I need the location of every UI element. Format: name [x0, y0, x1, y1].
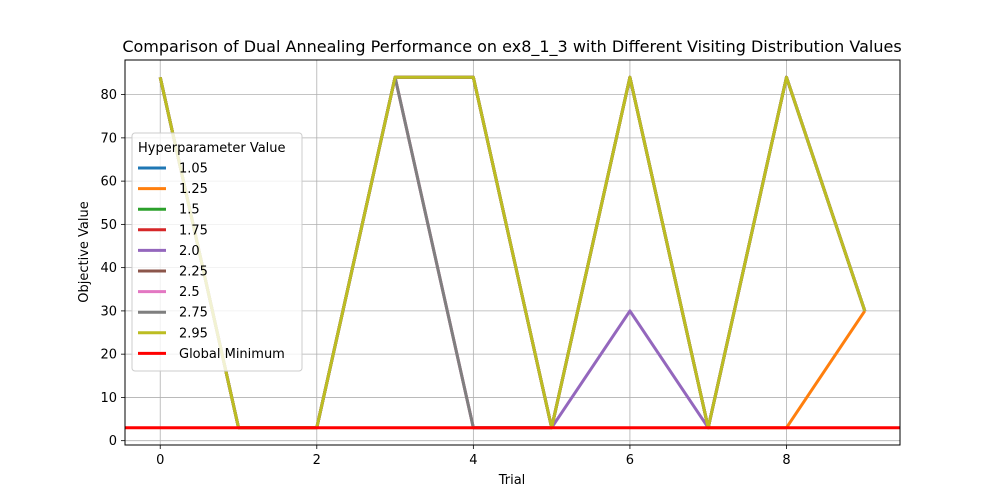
legend-items: 1.05 1.25 1.5 1.75 2.0 2.25 2.5 2.75 2.95 Global …: [138, 162, 285, 362]
legend-label: Global Minimum: [179, 347, 285, 362]
x-axis-ticks: 0 2 4 6 8: [156, 445, 791, 468]
chart-title: Comparison of Dual Annealing Performance…: [122, 37, 901, 57]
x-tick-label: 6: [626, 453, 634, 468]
y-tick-label: 70: [100, 131, 117, 146]
legend-item-1.75: 1.75: [138, 223, 208, 238]
legend-title: Hyperparameter Value: [138, 141, 286, 156]
y-tick-label: 20: [100, 348, 117, 363]
legend-box: [131, 132, 303, 372]
y-tick-label: 60: [100, 175, 117, 190]
legend-label: 1.05: [179, 162, 208, 177]
legend-label: 2.95: [179, 326, 208, 341]
legend-label: 2.75: [179, 306, 208, 321]
y-tick-label: 80: [100, 88, 117, 103]
y-axis-label: Objective Value: [77, 201, 92, 302]
x-tick-label: 2: [313, 453, 321, 468]
legend-item-2.5: 2.5: [138, 285, 200, 300]
x-tick-label: 8: [782, 453, 790, 468]
x-axis-label: Trial: [498, 473, 526, 488]
y-axis-ticks: 0 10 20 30 40 50 60 70 80: [100, 88, 125, 449]
plot-frame: [124, 59, 901, 446]
legend-label: 2.25: [179, 265, 208, 280]
legend-label: 2.5: [179, 285, 200, 300]
legend-item-2.95: 2.95: [138, 326, 208, 341]
y-tick-label: 10: [100, 391, 117, 406]
y-tick-label: 50: [100, 218, 117, 233]
legend-item-2.0: 2.0: [138, 244, 200, 259]
x-tick-label: 4: [469, 453, 477, 468]
legend: Hyperparameter Value 1.05 1.25 1.5 1.75 2.0 2…: [131, 132, 303, 372]
legend-item-2.75: 2.75: [138, 306, 208, 321]
y-tick-label: 40: [100, 261, 117, 276]
y-tick-label: 30: [100, 304, 117, 319]
legend-item-1.5: 1.5: [138, 203, 200, 218]
legend-label: 1.25: [179, 182, 208, 197]
legend-item-2.25: 2.25: [138, 265, 208, 280]
legend-item-1.25: 1.25: [138, 182, 208, 197]
legend-label: 1.75: [179, 223, 208, 238]
x-tick-label: 0: [156, 453, 164, 468]
y-tick-label: 0: [109, 434, 117, 449]
legend-item-1.05: 1.05: [138, 162, 208, 177]
legend-label: 2.0: [179, 244, 200, 259]
legend-item-global-minimum: Global Minimum: [138, 347, 285, 362]
legend-label: 1.5: [179, 203, 200, 218]
